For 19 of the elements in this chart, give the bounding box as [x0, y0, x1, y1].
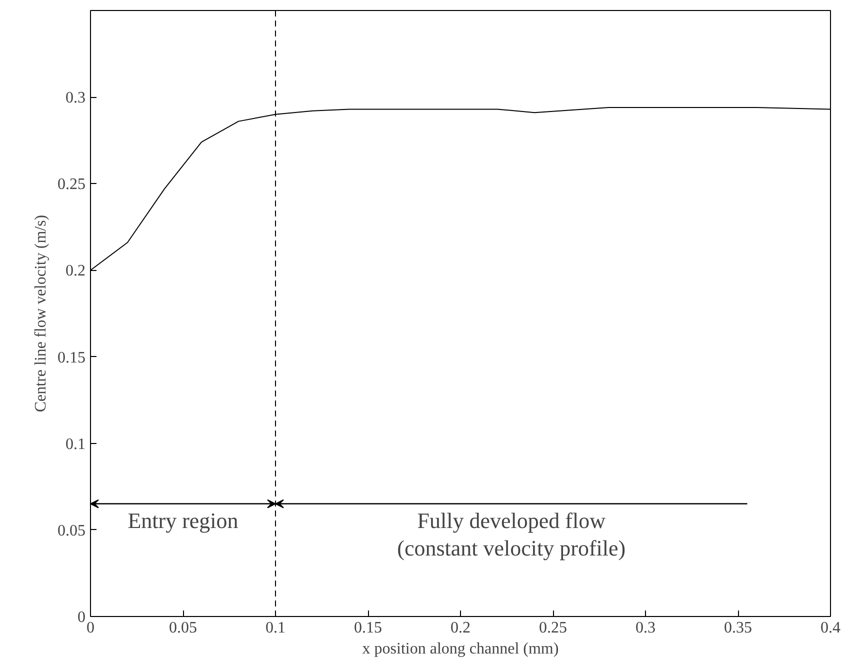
y-tick-label: 0.2 [66, 262, 86, 280]
annotation: Entry region [128, 508, 238, 533]
x-tick-label: 0.3 [636, 620, 656, 636]
x-tick-label: 0.05 [169, 620, 197, 636]
y-tick-label: 0.15 [58, 349, 86, 366]
x-tick-label: 0.1 [266, 620, 286, 636]
x-tick-label: 0.2 [450, 620, 470, 636]
x-tick-label: 0.4 [820, 620, 840, 636]
annotation: Fully developed flow (constant velocity profile) [397, 508, 626, 560]
y-tick-label: 0.3 [66, 90, 86, 107]
x-tick-label: 0.15 [354, 620, 382, 636]
y-tick-label: 0.25 [58, 176, 86, 194]
x-tick-label: 0.25 [539, 620, 567, 636]
x-axis-title: x position along channel (mm) [362, 640, 559, 658]
y-tick-label: 0.05 [58, 522, 86, 540]
y-tick-label: 0 [78, 609, 86, 626]
x-tick-label: 0.35 [724, 620, 752, 636]
y-tick-label: 0.1 [66, 436, 86, 453]
y-axis-title: Centre line flow velocity (m/s) [32, 214, 50, 412]
